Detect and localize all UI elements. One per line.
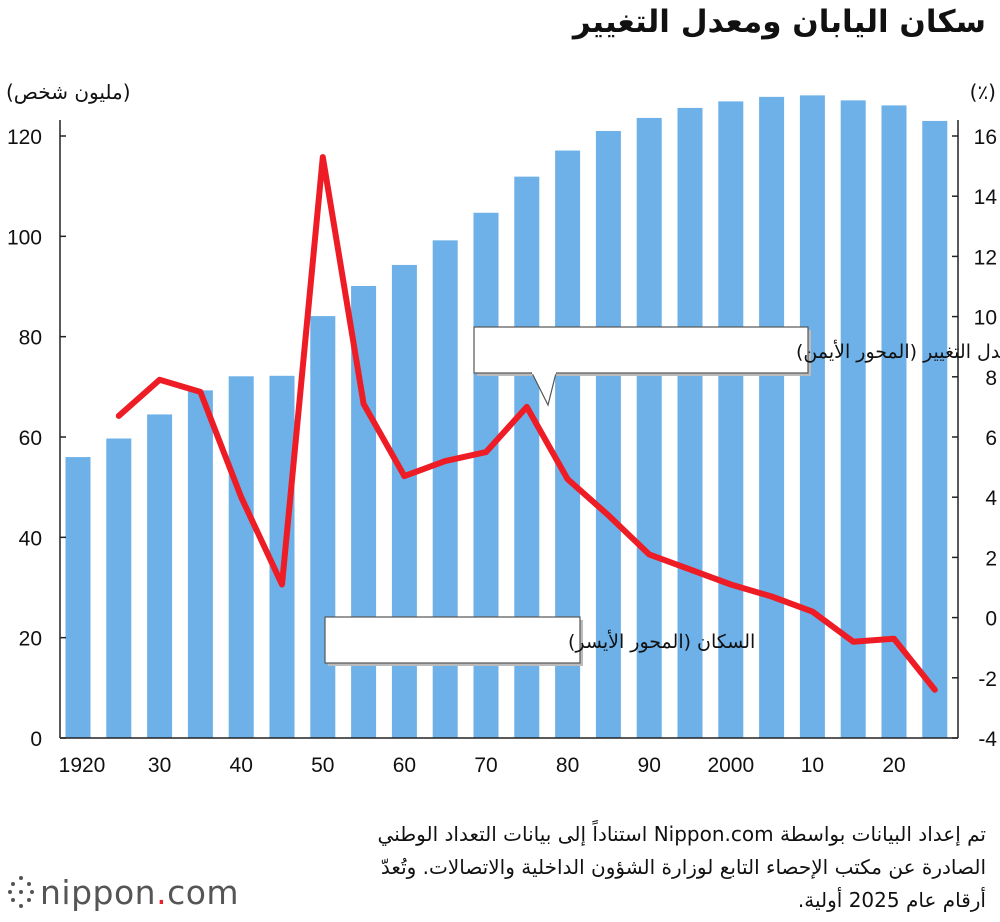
population-bar <box>799 95 825 739</box>
right-axis-tick-label: -2 <box>978 668 997 691</box>
chart: 0 20 40 60 80 100 120 -4 -2 0 2 4 6 8 10 12 14 16 1920 30 40… <box>7 95 1000 777</box>
x-axis-tick-label: 90 <box>638 754 661 777</box>
left-axis-tick-label: 60 <box>19 427 42 450</box>
source-note-line: أرقام عام 2025 أولية. <box>797 888 986 912</box>
left-axis-tick-label: 40 <box>19 527 42 550</box>
source-note-line: الصادرة عن مكتب الإحصاء التابع لوزارة ال… <box>380 855 986 879</box>
left-axis-tick-label: 80 <box>19 327 42 350</box>
right-axis-tick-label: 12 <box>974 246 997 269</box>
left-axis-tick-label: 100 <box>7 226 42 249</box>
population-label-box <box>324 616 581 664</box>
change-rate-line <box>115 154 938 693</box>
right-axis-tick-label: 4 <box>985 487 997 510</box>
x-axis-tick-label: 2000 <box>707 754 754 777</box>
right-axis-tick-label: 10 <box>974 307 997 330</box>
nippon-logo: nippon.com <box>8 872 239 912</box>
x-axis-tick-label: 50 <box>311 754 334 777</box>
population-label: السكان (المحور الأيسر) <box>568 630 755 653</box>
left-axis-tick-label: 20 <box>19 628 42 651</box>
right-axis-tick-label: 0 <box>985 608 997 631</box>
chart-title: سكان اليابان ومعدل التغيير <box>572 4 986 40</box>
logo-wordmark: nippon.com <box>40 872 240 912</box>
right-axis-tick-label: -4 <box>978 728 997 751</box>
population-bar <box>187 390 213 738</box>
right-axis-tick-label: 2 <box>985 547 997 570</box>
right-axis-tick-label: 6 <box>985 427 997 450</box>
population-bar <box>106 438 132 738</box>
population-bar <box>922 120 948 738</box>
x-axis-tick-label: 80 <box>556 754 579 777</box>
x-axis-tick-label: 20 <box>882 754 905 777</box>
right-axis-tick-label: 16 <box>974 126 997 149</box>
right-axis-unit: (٪) <box>969 80 996 104</box>
x-axis-tick-label: 60 <box>393 754 416 777</box>
logo-dots-icon <box>8 872 34 912</box>
population-bar <box>228 376 254 738</box>
x-axis-tick-label: 40 <box>230 754 253 777</box>
left-axis-unit: (مليون شخص) <box>6 80 131 104</box>
population-bar <box>677 107 703 738</box>
population-bar <box>718 101 744 738</box>
population-bar <box>65 457 91 738</box>
left-axis-tick-label: 0 <box>30 728 42 751</box>
x-axis-tick-label: 70 <box>474 754 497 777</box>
population-bar <box>840 100 866 739</box>
right-axis-tick-label: 8 <box>985 367 997 390</box>
x-axis-tick-label: 30 <box>148 754 171 777</box>
source-note-line: تم إعداد البيانات بواسطة Nippon.com استن… <box>377 822 986 846</box>
change-rate-label-box <box>473 326 809 374</box>
right-axis-tick-label: 14 <box>974 186 998 209</box>
population-bar <box>595 130 621 738</box>
source-note: تم إعداد البيانات بواسطة Nippon.com استن… <box>226 818 986 917</box>
change-rate-label: معدل التغيير (المحور الأيمن) <box>796 340 1000 363</box>
x-axis-tick-label: 10 <box>801 754 824 777</box>
population-bar <box>636 117 662 738</box>
population-bar <box>310 316 336 738</box>
population-bar <box>881 105 907 739</box>
population-bar <box>391 264 417 738</box>
x-axis-tick-label: 1920 <box>59 754 106 777</box>
population-bar <box>147 414 173 738</box>
population-bar <box>759 96 785 739</box>
left-axis-tick-label: 120 <box>7 126 42 149</box>
